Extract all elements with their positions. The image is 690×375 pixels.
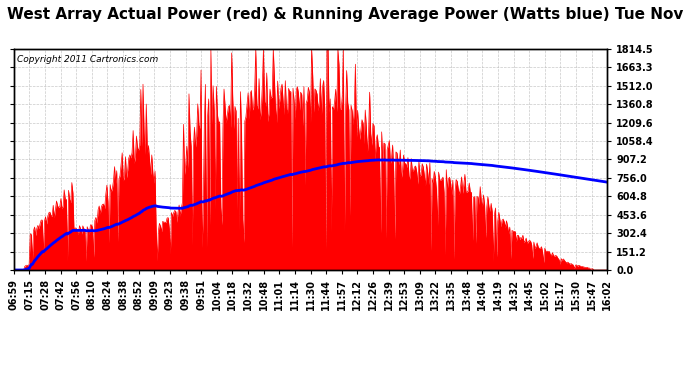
Text: Copyright 2011 Cartronics.com: Copyright 2011 Cartronics.com bbox=[17, 56, 158, 64]
Text: West Array Actual Power (red) & Running Average Power (Watts blue) Tue Nov 15 16: West Array Actual Power (red) & Running … bbox=[7, 8, 690, 22]
